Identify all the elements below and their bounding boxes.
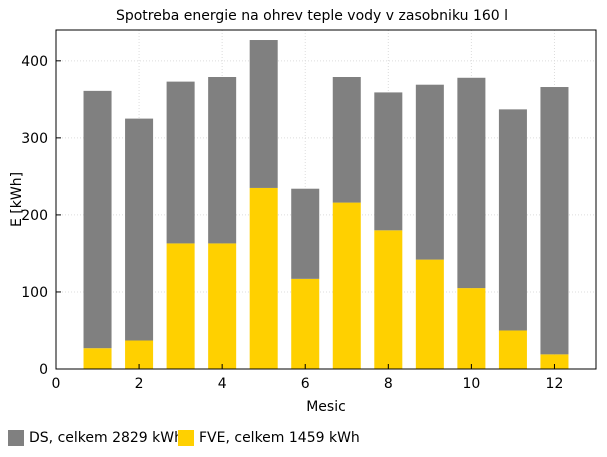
bar-fve (498, 330, 527, 369)
bar-fve (457, 288, 486, 369)
x-tick-label: 4 (218, 376, 227, 392)
bar-ds (374, 92, 403, 231)
y-tick-label: 100 (21, 285, 48, 301)
y-axis-label: E [kWh] (9, 172, 25, 227)
legend-label-ds: DS, celkem 2829 kWh (29, 430, 183, 446)
x-axis-label: Mesic (306, 399, 346, 415)
x-tick-label: 6 (301, 376, 310, 392)
x-tick-label: 0 (52, 376, 61, 392)
bar-ds (208, 76, 237, 244)
bar-fve (415, 259, 444, 369)
legend-swatch-fve (178, 430, 194, 446)
legend-label-fve: FVE, celkem 1459 kWh (199, 430, 360, 446)
legend-swatch-ds (8, 430, 24, 446)
y-tick-label: 200 (21, 208, 48, 224)
bar-ds (332, 76, 361, 203)
bars (83, 40, 569, 369)
x-tick-label: 8 (384, 376, 393, 392)
x-tick-label: 10 (462, 376, 480, 392)
y-tick-label: 300 (21, 131, 48, 147)
bar-fve (540, 354, 569, 369)
ticks: 0 2 4 6 8 10 12 0 100 200 300 400 (21, 54, 563, 392)
bar-ds (125, 118, 154, 341)
bar-fve (249, 187, 278, 369)
legend-item-ds: DS, celkem 2829 kWh (8, 430, 183, 446)
y-tick-label: 0 (39, 362, 48, 378)
bar-ds (83, 90, 112, 349)
y-tick-label: 400 (21, 54, 48, 70)
bar-ds (249, 40, 278, 188)
bar-fve (374, 230, 403, 369)
chart-title: Spotreba energie na ohrev teple vody v z… (116, 8, 508, 24)
bar-fve (208, 243, 237, 369)
legend-item-fve: FVE, celkem 1459 kWh (178, 430, 360, 446)
bar-fve (83, 348, 112, 369)
x-tick-label: 12 (546, 376, 564, 392)
bar-ds (540, 87, 569, 355)
bar-ds (457, 77, 486, 289)
plot-frame (55, 29, 597, 370)
bar-fve (291, 278, 320, 369)
bar-ds (415, 84, 444, 260)
bar-ds (291, 188, 320, 279)
bar-fve (166, 243, 195, 369)
bar-ds (498, 109, 527, 331)
bar-ds (166, 81, 195, 244)
x-tick-label: 2 (135, 376, 144, 392)
bar-fve (332, 202, 361, 369)
